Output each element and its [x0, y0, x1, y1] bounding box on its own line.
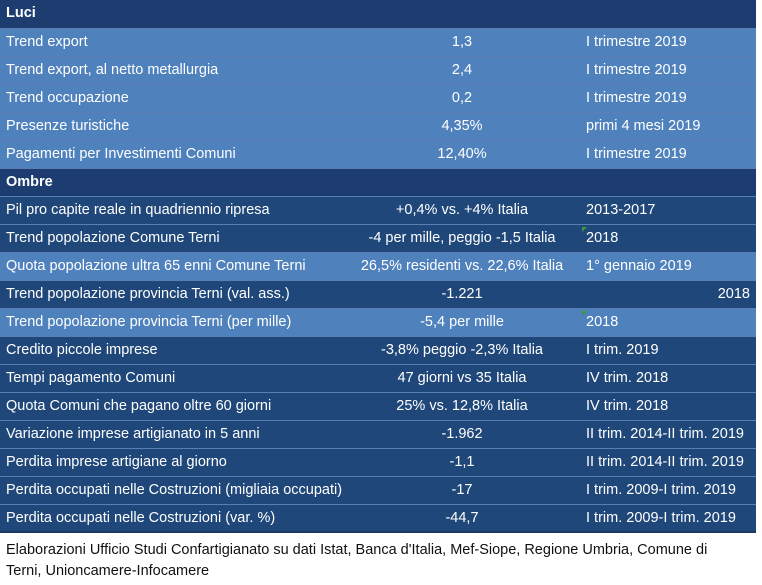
indicator-value: -44,7	[445, 510, 479, 526]
table-row: Trend occupazione 0,2 I trimestre 2019	[0, 85, 756, 113]
indicator-value: -1.962	[441, 426, 483, 442]
table-row: Pagamenti per Investimenti Comuni 12,40% I…	[0, 141, 756, 169]
table-row: Credito piccole imprese -3,8% peggio -2,3…	[0, 337, 756, 365]
indicator-label: Presenze turistiche	[6, 118, 130, 134]
indicator-value: -5,4 per mille	[420, 314, 504, 330]
table-row: Trend popolazione provincia Terni (per m…	[0, 309, 756, 337]
table-row: Pil pro capite reale in quadriennio ripr…	[0, 197, 756, 225]
section-title: Ombre	[6, 174, 53, 190]
indicator-period: I trim. 2019	[586, 342, 659, 358]
indicator-label: Quota popolazione ultra 65 enni Comune T…	[6, 258, 306, 274]
indicator-period: I trim. 2009-I trim. 2019	[586, 482, 736, 498]
indicator-label: Quota Comuni che pagano oltre 60 giorni	[6, 398, 272, 414]
table-row: Quota popolazione ultra 65 enni Comune T…	[0, 253, 756, 281]
indicator-value: 26,5% residenti vs. 22,6% Italia	[360, 258, 564, 274]
indicator-label: Trend popolazione provincia Terni (per m…	[6, 314, 292, 330]
table-row: Trend popolazione Comune Terni -4 per mil…	[0, 225, 756, 253]
section-header: Luci	[0, 0, 756, 29]
indicator-value: 2,4	[451, 62, 473, 78]
indicator-value: 25% vs. 12,8% Italia	[396, 398, 528, 414]
indicator-label: Trend popolazione provincia Terni (val. …	[6, 286, 290, 302]
indicator-label: Perdita occupati nelle Costruzioni (var.…	[6, 510, 276, 526]
indicator-value: 47 giorni vs 35 Italia	[397, 370, 527, 386]
indicator-period: I trim. 2009-I trim. 2019	[586, 510, 736, 526]
indicator-period: 2018	[586, 314, 619, 330]
comment-marker	[582, 227, 587, 232]
table-row: Presenze turistiche 4,35% primi 4 mesi 201…	[0, 113, 756, 141]
indicator-period: 2018	[717, 286, 750, 302]
table-bottom-border	[0, 531, 756, 533]
indicator-label: Variazione imprese artigianato in 5 anni	[6, 426, 260, 442]
indicator-value: -3,8% peggio -2,3% Italia	[380, 342, 543, 358]
indicator-period: I trimestre 2019	[586, 62, 687, 78]
indicator-label: Credito piccole imprese	[6, 342, 158, 358]
indicator-value: -1.221	[441, 286, 483, 302]
data-table: Luci Trend export 1,3 I trimestre 2019 Trend…	[0, 0, 756, 533]
section-header: Ombre	[0, 169, 756, 197]
indicator-value: +0,4% vs. +4% Italia	[395, 202, 529, 218]
table-row: Trend popolazione provincia Terni (val. …	[0, 281, 756, 309]
table-row: Trend export, al netto metallurgia 2,4 I t…	[0, 57, 756, 85]
indicator-period: II trim. 2014-II trim. 2019	[586, 454, 744, 470]
indicator-period: IV trim. 2018	[586, 398, 669, 414]
indicator-label: Trend occupazione	[6, 90, 129, 106]
indicator-label: Pagamenti per Investimenti Comuni	[6, 146, 236, 162]
table-row: Variazione imprese artigianato in 5 anni…	[0, 421, 756, 449]
indicator-label: Perdita imprese artigiane al giorno	[6, 454, 227, 470]
indicator-label: Tempi pagamento Comuni	[6, 370, 176, 386]
table-row: Perdita imprese artigiane al giorno -1,1 I…	[0, 449, 756, 477]
comment-marker	[582, 311, 587, 316]
indicator-period: I trimestre 2019	[586, 34, 687, 50]
section-title: Luci	[6, 5, 36, 21]
indicator-value: 4,35%	[441, 118, 483, 134]
indicator-value: -17	[451, 482, 473, 498]
indicator-period: 1° gennaio 2019	[586, 258, 692, 274]
indicator-value: -4 per mille, peggio -1,5 Italia	[368, 230, 556, 246]
indicator-label: Trend export, al netto metallurgia	[6, 62, 219, 78]
indicator-value: 1,3	[451, 34, 473, 50]
indicator-period: 2018	[586, 230, 619, 246]
source-note: Elaborazioni Ufficio Studi Confartigiana…	[6, 542, 708, 579]
indicator-period: primi 4 mesi 2019	[586, 118, 701, 134]
indicator-period: I trimestre 2019	[586, 146, 687, 162]
indicator-period: 2013-2017	[586, 202, 656, 218]
table-row: Quota Comuni che pagano oltre 60 giorni 2…	[0, 393, 756, 421]
indicator-label: Trend popolazione Comune Terni	[6, 230, 220, 246]
indicator-period: I trimestre 2019	[586, 90, 687, 106]
indicator-period: II trim. 2014-II trim. 2019	[586, 426, 744, 442]
indicator-label: Perdita occupati nelle Costruzioni (migl…	[6, 482, 343, 498]
table-row: Perdita occupati nelle Costruzioni (var.…	[0, 505, 756, 533]
table-row: Trend export 1,3 I trimestre 2019	[0, 29, 756, 57]
indicator-value: 12,40%	[437, 146, 487, 162]
indicator-value: 0,2	[451, 90, 473, 106]
indicator-label: Pil pro capite reale in quadriennio ripr…	[6, 202, 270, 218]
table-row: Perdita occupati nelle Costruzioni (migl…	[0, 477, 756, 505]
indicator-period: IV trim. 2018	[586, 370, 669, 386]
indicator-value: -1,1	[449, 454, 475, 470]
indicator-label: Trend export	[6, 34, 88, 50]
table-row: Tempi pagamento Comuni 47 giorni vs 35 It…	[0, 365, 756, 393]
